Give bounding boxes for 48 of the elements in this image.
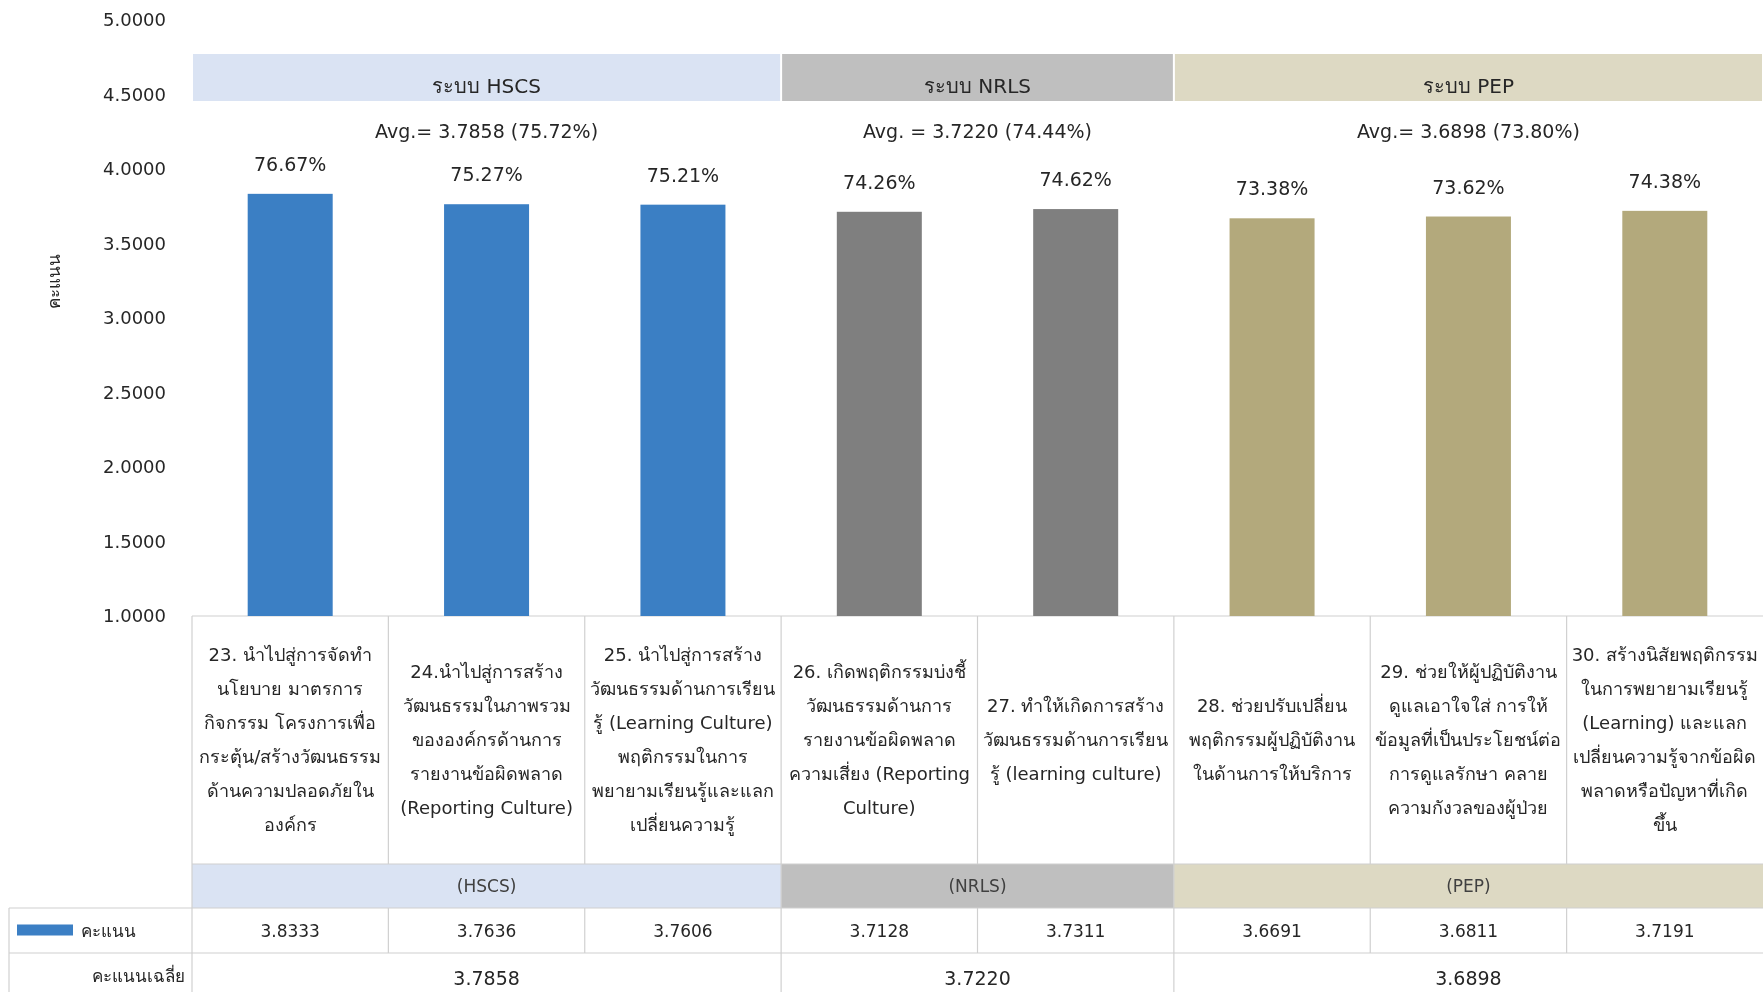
data-label: 3.7606 (653, 920, 713, 941)
x-tick-label: 23. นำไปสู่การจัดทำนโยบาย มาตรการ กิจกรรม โครงการเพื่อกระตุ้น/สร้างวัฒนธรรมด้านความปลอดภัยในองค์กร (198, 643, 383, 837)
annotation: Avg.= 3.7858 (75.72%) (375, 119, 599, 143)
annotation: (HSCS) (456, 875, 517, 897)
annotation: (PEP) (1446, 875, 1491, 897)
x-tick-label: 29. ช่วยให้ผู้ปฏิบัติงานดูแลเอาใจใส่ การให้ข้อมูลที่เป็นประโยชน์ต่อการดูแลรักษา คลายความกังวลของผู้ป่วย (1375, 660, 1562, 821)
annotation: (NRLS) (948, 875, 1007, 897)
y-tick-label: 2.0000 (103, 456, 166, 478)
band-label: ระบบ PEP (1422, 74, 1514, 98)
y-tick-label: 4.5000 (103, 83, 166, 106)
annotation: 74.62% (1039, 167, 1112, 191)
annotation: 73.38% (1235, 176, 1309, 200)
annotation: 3.7858 (453, 966, 520, 990)
annotation: Avg. = 3.7220 (74.44%) (863, 119, 1092, 143)
y-axis-title: คะแนน (43, 253, 65, 309)
y-tick-label: 1.0000 (103, 605, 166, 627)
data-label: 3.7311 (1045, 920, 1106, 941)
annotation: 73.62% (1432, 175, 1505, 198)
data-label: 3.7636 (456, 920, 517, 941)
y-tick-label: 4.0000 (103, 158, 166, 180)
x-tick-label: 27. ทำให้เกิดการสร้างวัฒนธรรมด้านการเรียนรู้ (learning culture) (982, 694, 1169, 787)
x-tick-label: 26. เกิดพฤติกรรมบ่งชี้วัฒนธรรมด้านการรายงานข้อผิดพลาด ความเสี่ยง (Reporting Culture) (787, 658, 971, 820)
x-tick-label: 25. นำไปสู่การสร้างวัฒนธรรมด้านการเรียนรู้ (Learning Culture) พฤติกรรมในการพยายามเรียนรู้และแลกเปลี่ยนความรู้ (589, 643, 777, 838)
x-tick-label: 28. ช่วยปรับเปลี่ยนพฤติกรรมผู้ปฏิบัติงานในด้านการให้บริการ (1188, 692, 1357, 786)
annotation: คะแนนเฉลี่ย (92, 965, 185, 987)
data-label: 3.6691 (1242, 920, 1302, 941)
annotation: 76.67% (253, 152, 327, 176)
band-label: ระบบ HSCS (432, 74, 541, 98)
legend-label: คะแนน (81, 920, 136, 941)
band-label: ระบบ NRLS (923, 74, 1032, 98)
data-label: 3.7191 (1635, 920, 1695, 941)
x-tick-label: 30. สร้างนิสัยพฤติกรรมในการพยายามเรียนรู้ (Learning) และแลกเปลี่ยนความรู้จากข้อผิดพลาดหรือปัญหาที่เกิดขึ้น (1571, 643, 1758, 837)
annotation: 74.26% (843, 170, 916, 194)
annotation: 3.7220 (944, 966, 1011, 990)
y-tick-label: 1.5000 (103, 530, 166, 553)
data-label: 3.6811 (1438, 920, 1499, 941)
y-tick-label: 2.5000 (103, 381, 166, 404)
y-tick-label: 3.0000 (103, 307, 166, 329)
annotation: 3.6898 (1435, 966, 1502, 990)
y-tick-label: 5.0000 (103, 9, 166, 31)
annotation: Avg.= 3.6898 (73.80%) (1356, 119, 1580, 143)
data-label: 3.7128 (849, 920, 910, 941)
y-tick-label: 3.5000 (103, 232, 166, 255)
annotation: 75.21% (646, 163, 720, 187)
data-label: 3.8333 (260, 920, 320, 941)
annotation: 75.27% (450, 162, 523, 186)
annotation: 74.38% (1628, 169, 1702, 193)
x-tick-label: 24.นำไปสู่การสร้างวัฒนธรรมในภาพรวมขององค์กรด้านการรายงานข้อผิดพลาด (Reporting Culture) (399, 660, 574, 820)
